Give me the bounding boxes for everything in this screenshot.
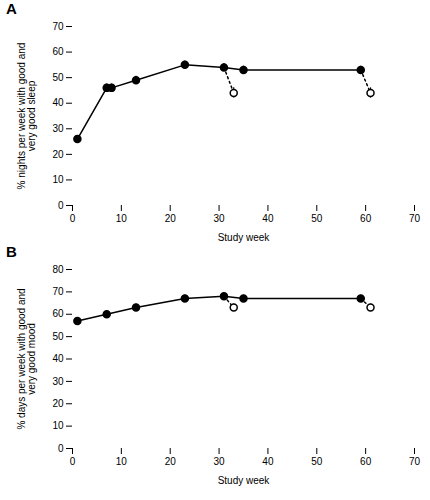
svg-text:20: 20 (52, 398, 64, 409)
html-text:B: B (6, 243, 17, 260)
svg-text:10: 10 (52, 420, 64, 431)
svg-text:40: 40 (52, 353, 64, 364)
svg-text:40: 40 (262, 456, 274, 467)
svg-text:30: 30 (214, 213, 226, 224)
svg-text:80: 80 (52, 264, 64, 275)
svg-text:40: 40 (52, 97, 64, 108)
svg-text:% nights per week with good an: % nights per week with good andvery good… (16, 43, 37, 190)
svg-text:0: 0 (58, 443, 64, 454)
svg-text:10: 10 (116, 213, 128, 224)
svg-text:30: 30 (52, 376, 64, 387)
svg-text:40: 40 (262, 213, 274, 224)
svg-text:30: 30 (214, 456, 226, 467)
svg-text:50: 50 (311, 213, 323, 224)
svg-text:30: 30 (52, 123, 64, 134)
svg-text:50: 50 (52, 331, 64, 342)
svg-text:20: 20 (165, 456, 177, 467)
svg-text:20: 20 (52, 149, 64, 160)
svg-text:10: 10 (116, 456, 128, 467)
svg-text:Study week: Study week (218, 232, 271, 243)
svg-text:70: 70 (409, 456, 421, 467)
svg-text:10: 10 (52, 174, 64, 185)
svg-text:0: 0 (58, 200, 64, 211)
svg-text:60: 60 (52, 308, 64, 319)
svg-text:50: 50 (311, 456, 323, 467)
svg-text:60: 60 (360, 456, 372, 467)
svg-text:70: 70 (409, 213, 421, 224)
svg-text:Study week: Study week (218, 475, 271, 486)
svg-text:0: 0 (70, 456, 76, 467)
svg-text:% days per week with good andv: % days per week with good andvery good m… (16, 288, 37, 429)
svg-text:70: 70 (52, 286, 64, 297)
svg-text:0: 0 (70, 213, 76, 224)
svg-text:50: 50 (52, 72, 64, 83)
html-text:A: A (6, 0, 17, 17)
svg-text:20: 20 (165, 213, 177, 224)
svg-text:60: 60 (52, 46, 64, 57)
svg-text:70: 70 (52, 21, 64, 32)
svg-text:60: 60 (360, 213, 372, 224)
